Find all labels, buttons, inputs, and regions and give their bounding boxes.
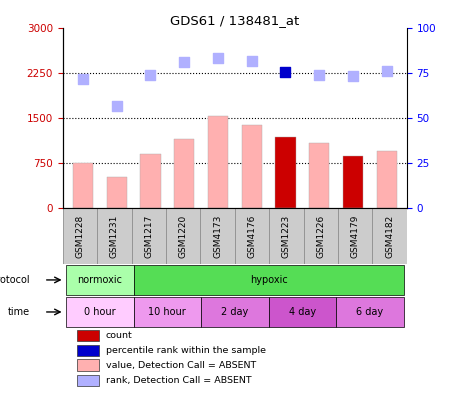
Bar — [97, 208, 132, 264]
Bar — [275, 137, 296, 208]
Bar — [77, 345, 99, 356]
Point — [113, 103, 120, 109]
Text: GSM4176: GSM4176 — [247, 214, 257, 257]
Text: GSM1231: GSM1231 — [110, 214, 119, 257]
Text: GSM1228: GSM1228 — [75, 214, 85, 257]
Bar — [63, 208, 97, 264]
Bar — [343, 156, 363, 208]
Bar — [309, 143, 329, 208]
Title: GDS61 / 138481_at: GDS61 / 138481_at — [170, 13, 299, 27]
Point — [383, 68, 390, 74]
Point — [315, 72, 323, 78]
Text: protocol: protocol — [0, 275, 30, 285]
Point — [214, 55, 222, 61]
Bar — [77, 375, 99, 386]
Text: normoxic: normoxic — [77, 275, 122, 285]
Text: count: count — [106, 331, 133, 340]
Point — [282, 69, 289, 75]
Text: 10 hour: 10 hour — [148, 307, 186, 317]
Bar — [201, 297, 269, 327]
Bar — [166, 208, 200, 264]
Text: 6 day: 6 day — [356, 307, 383, 317]
Text: GSM1217: GSM1217 — [144, 214, 153, 257]
Point — [80, 76, 87, 82]
Text: value, Detection Call = ABSENT: value, Detection Call = ABSENT — [106, 361, 256, 369]
Text: GSM4173: GSM4173 — [213, 214, 222, 257]
Text: 2 day: 2 day — [221, 307, 248, 317]
Text: GSM4182: GSM4182 — [385, 214, 394, 257]
Bar — [372, 208, 407, 264]
Bar — [73, 163, 93, 208]
Bar — [77, 360, 99, 371]
Bar — [208, 116, 228, 208]
Text: GSM1226: GSM1226 — [316, 214, 326, 257]
Bar — [77, 330, 99, 341]
Text: percentile rank within the sample: percentile rank within the sample — [106, 346, 266, 355]
Point — [248, 58, 255, 65]
Text: 0 hour: 0 hour — [84, 307, 116, 317]
Bar — [106, 177, 127, 208]
Bar — [336, 297, 404, 327]
Bar — [338, 208, 372, 264]
Point — [349, 72, 357, 79]
Bar — [377, 151, 397, 208]
Text: GSM4179: GSM4179 — [351, 214, 360, 257]
Bar — [140, 154, 160, 208]
Text: hypoxic: hypoxic — [250, 275, 287, 285]
Bar — [269, 297, 336, 327]
Text: GSM1223: GSM1223 — [282, 214, 291, 257]
Bar — [132, 208, 166, 264]
Text: rank, Detection Call = ABSENT: rank, Detection Call = ABSENT — [106, 376, 252, 385]
Bar — [133, 265, 404, 295]
Bar — [304, 208, 338, 264]
Bar — [269, 208, 304, 264]
Bar — [200, 208, 235, 264]
Bar — [242, 125, 262, 208]
Point — [147, 71, 154, 78]
Text: GSM1220: GSM1220 — [179, 214, 188, 257]
Text: 4 day: 4 day — [289, 307, 316, 317]
Bar — [66, 265, 133, 295]
Text: time: time — [8, 307, 30, 317]
Point — [180, 59, 188, 65]
Bar — [235, 208, 269, 264]
Bar — [174, 139, 194, 208]
Bar — [133, 297, 201, 327]
Bar — [66, 297, 133, 327]
